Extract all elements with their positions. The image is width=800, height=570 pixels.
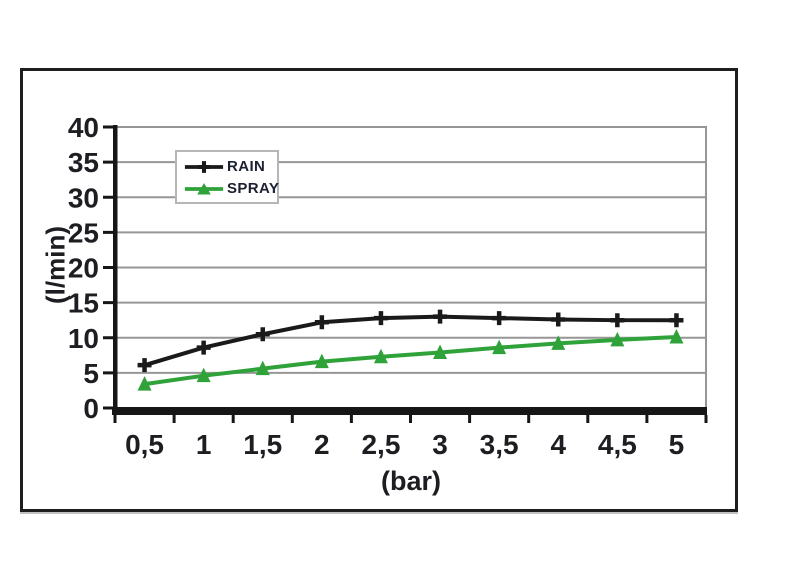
- x-axis-line: [112, 407, 707, 415]
- spray-marker: [551, 335, 566, 350]
- x-tick-label: 4: [550, 429, 566, 460]
- x-tick-label: 4,5: [598, 429, 637, 460]
- spray-line-swatch: [184, 182, 224, 194]
- rain-marker: [373, 311, 388, 326]
- legend-label-spray: SPRAY: [227, 180, 280, 197]
- spray-marker: [314, 353, 329, 369]
- x-tick-label: 3,5: [480, 429, 519, 460]
- legend-item-rain: RAIN: [184, 159, 271, 174]
- rain-marker: [551, 312, 566, 327]
- spray-marker: [137, 376, 152, 391]
- y-tick-label: 40: [68, 112, 99, 143]
- x-axis-title: (bar): [381, 466, 441, 496]
- y-tick-label: 15: [68, 288, 99, 319]
- legend-item-spray: SPRAY: [184, 181, 279, 196]
- flow-rate-line-chart: 0 5 10 15 20 25 30 35 40 0,5 1 1,5 2 2,5 3 3,5 4 4,5 5: [68, 112, 708, 460]
- spray-marker: [610, 331, 625, 347]
- rain-marker: [610, 313, 625, 328]
- spray-marker: [669, 329, 684, 344]
- y-tick-label: 25: [68, 217, 99, 248]
- spray-series-line: [144, 335, 677, 387]
- spray-marker: [433, 344, 448, 360]
- x-tick-label: 0,5: [125, 429, 164, 460]
- x-tick-label: 2,5: [361, 429, 400, 460]
- rain-marker: [255, 327, 270, 342]
- spray-marker: [492, 339, 507, 355]
- chart-frame: 0 5 10 15 20 25 30 35 40 0,5 1 1,5 2 2,5 3 3,5 4 4,5 5 (l/…: [20, 68, 738, 512]
- legend-label-rain: RAIN: [227, 158, 266, 175]
- x-tick-label: 1,5: [243, 429, 282, 460]
- legend: RAIN SPRAY: [175, 150, 279, 204]
- rain-marker: [433, 309, 448, 324]
- rain-marker: [314, 315, 329, 330]
- x-tick-label: 3: [432, 429, 448, 460]
- spray-marker: [196, 367, 211, 383]
- rain-plus-marker-icon: [197, 160, 211, 173]
- y-axis-title: (l/min): [40, 226, 71, 304]
- rain-marker: [196, 340, 211, 355]
- x-tick-label: 2: [314, 429, 330, 460]
- y-tick-label: 35: [68, 147, 99, 178]
- spray-triangle-marker-icon: [197, 182, 211, 194]
- y-tick-label: 20: [68, 253, 99, 284]
- spray-marker: [373, 348, 388, 364]
- rain-marker: [137, 358, 152, 373]
- y-tick-label: 5: [83, 358, 99, 389]
- rain-marker: [492, 311, 507, 326]
- y-tick-label: 0: [83, 393, 99, 424]
- y-axis-line: [113, 125, 118, 415]
- x-tick-label: 5: [669, 429, 685, 460]
- spray-marker: [255, 360, 270, 376]
- y-tick-label: 30: [68, 182, 99, 213]
- x-tick-label: 1: [196, 429, 212, 460]
- rain-line-swatch: [184, 160, 224, 173]
- rain-marker: [669, 313, 684, 328]
- rain-series-line: [143, 314, 677, 368]
- y-tick-label: 10: [68, 323, 99, 354]
